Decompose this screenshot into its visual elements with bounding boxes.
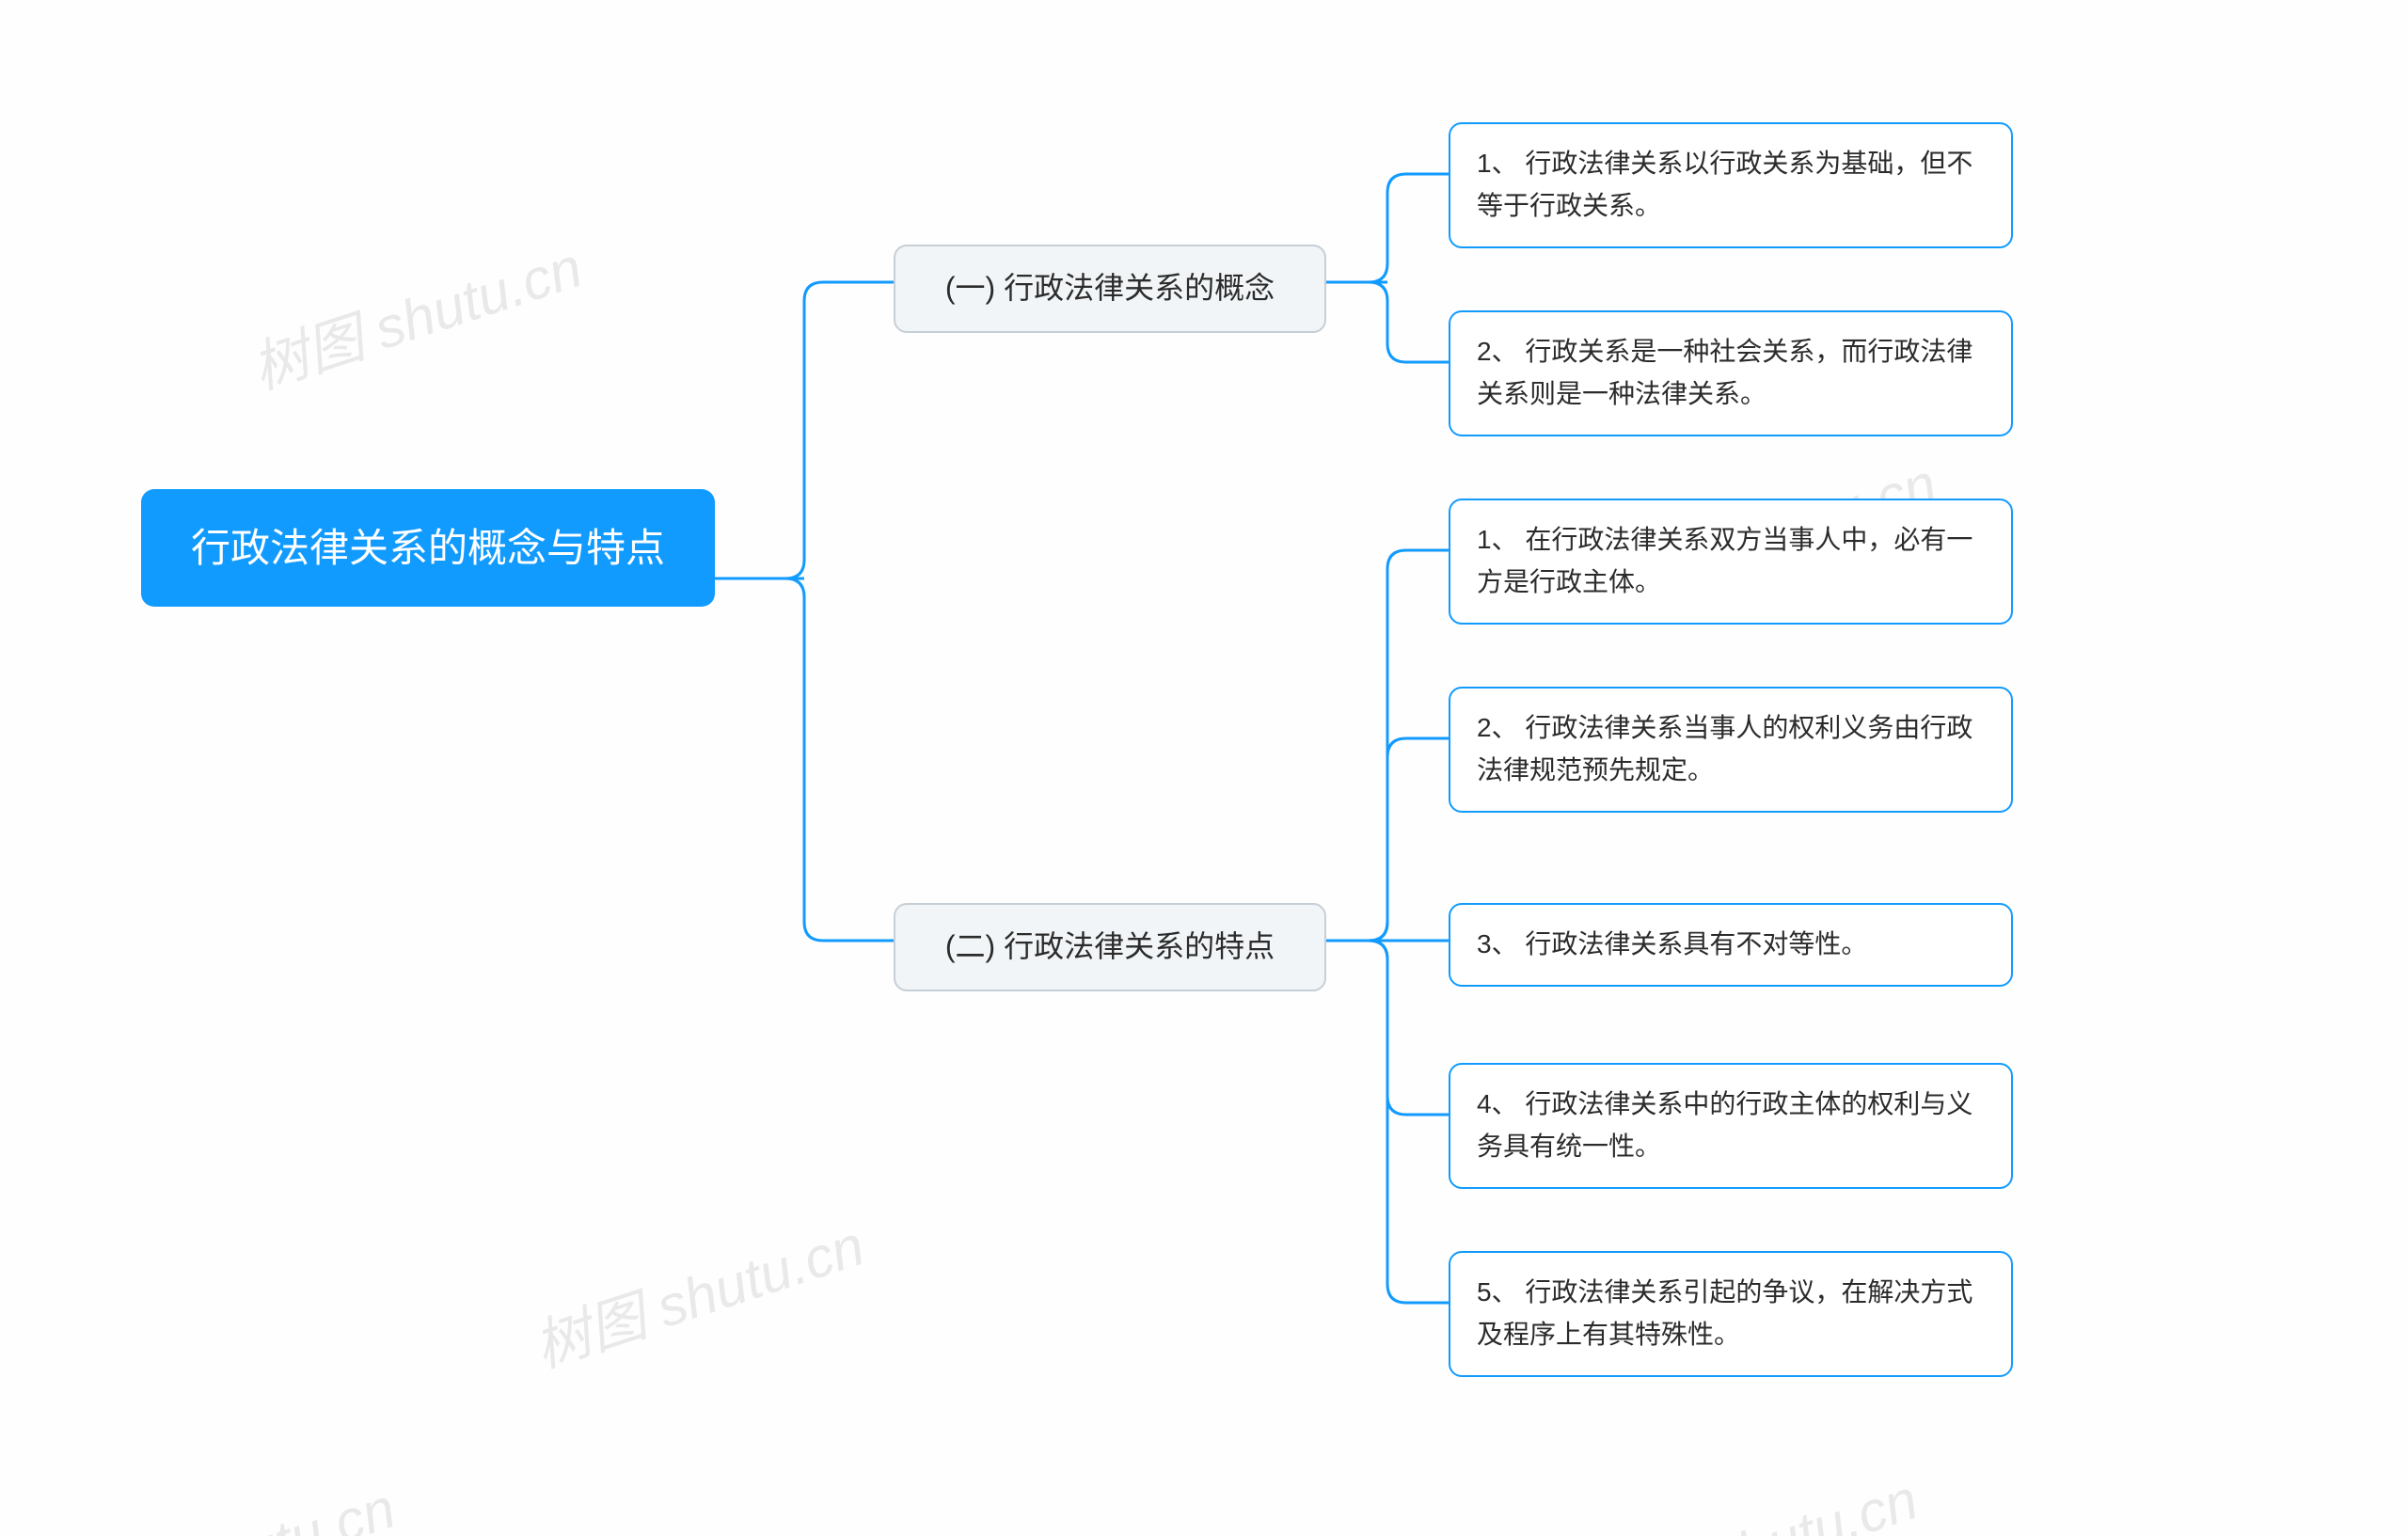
watermark: 树图 shutu.cn — [522, 1200, 873, 1384]
leaf-node: 5、 行政法律关系引起的争议，在解决方式及程序上有其特殊性。 — [1449, 1251, 2013, 1377]
leaf-node: 1、 行政法律关系以行政关系为基础，但不等于行政关系。 — [1449, 122, 2013, 248]
diagram-canvas: 树图 shutu.cn 树图 shutu.cn 树图 shutu.cn 图 sh… — [0, 0, 2408, 1536]
watermark: 树图 shutu.cn — [1576, 1454, 1926, 1536]
root-node: 行政法律关系的概念与特点 — [141, 489, 715, 607]
leaf-node: 3、 行政法律关系具有不对等性。 — [1449, 903, 2013, 987]
leaf-node: 1、 在行政法律关系双方当事人中，必有一方是行政主体。 — [1449, 499, 2013, 625]
branch-node-concept: (一) 行政法律关系的概念 — [894, 245, 1326, 333]
leaf-node: 2、 行政关系是一种社会关系，而行政法律关系则是一种法律关系。 — [1449, 310, 2013, 436]
connector-layer — [0, 0, 2408, 1536]
branch-node-features: (二) 行政法律关系的特点 — [894, 903, 1326, 991]
watermark: 树图 shutu.cn — [240, 222, 591, 405]
leaf-node: 2、 行政法律关系当事人的权利义务由行政法律规范预先规定。 — [1449, 687, 2013, 813]
leaf-node: 4、 行政法律关系中的行政主体的权利与义务具有统一性。 — [1449, 1063, 2013, 1189]
watermark: 图 shutu.cn — [107, 1463, 404, 1536]
